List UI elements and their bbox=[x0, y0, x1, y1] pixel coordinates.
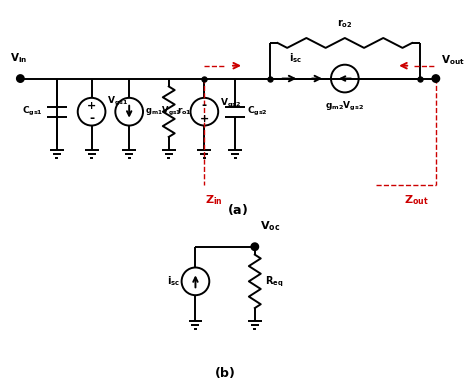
Text: -: - bbox=[89, 112, 94, 125]
Text: $\mathbf{C_{gs2}}$: $\mathbf{C_{gs2}}$ bbox=[247, 105, 268, 118]
Text: $\mathbf{r_{o1}}$: $\mathbf{r_{o1}}$ bbox=[177, 106, 191, 118]
Text: $\mathbf{V_{oc}}$: $\mathbf{V_{oc}}$ bbox=[260, 219, 280, 233]
Text: +: + bbox=[87, 101, 96, 111]
Circle shape bbox=[432, 75, 439, 82]
Text: $\mathbf{V_{gs1}}$: $\mathbf{V_{gs1}}$ bbox=[108, 95, 128, 108]
Text: $\mathbf{R_{eq}}$: $\mathbf{R_{eq}}$ bbox=[264, 274, 283, 288]
Text: $\mathbf{V_{out}}$: $\mathbf{V_{out}}$ bbox=[441, 53, 465, 67]
Text: $\mathbf{g_{m1}V_{gs1}}$: $\mathbf{g_{m1}V_{gs1}}$ bbox=[145, 105, 182, 118]
Text: $\mathbf{V_{gs2}}$: $\mathbf{V_{gs2}}$ bbox=[220, 97, 241, 110]
Text: $\mathbf{g_{m2}V_{gs2}}$: $\mathbf{g_{m2}V_{gs2}}$ bbox=[325, 100, 365, 113]
Text: $\mathbf{Z_{out}}$: $\mathbf{Z_{out}}$ bbox=[404, 193, 428, 207]
Text: $\mathbf{i_{sc}}$: $\mathbf{i_{sc}}$ bbox=[166, 275, 180, 288]
Circle shape bbox=[251, 243, 258, 250]
Text: $\mathbf{V_{in}}$: $\mathbf{V_{in}}$ bbox=[10, 51, 27, 65]
Text: $\mathbf{r_{o2}}$: $\mathbf{r_{o2}}$ bbox=[337, 17, 353, 30]
Text: $\mathbf{(b)}$: $\mathbf{(b)}$ bbox=[214, 365, 236, 380]
Text: $\mathbf{(a)}$: $\mathbf{(a)}$ bbox=[227, 201, 247, 217]
Text: +: + bbox=[200, 114, 209, 124]
Text: $\mathbf{Z_{in}}$: $\mathbf{Z_{in}}$ bbox=[205, 193, 223, 207]
Text: -: - bbox=[202, 99, 207, 112]
Circle shape bbox=[17, 75, 24, 82]
Text: $\mathbf{C_{gs1}}$: $\mathbf{C_{gs1}}$ bbox=[22, 105, 43, 118]
Text: $\mathbf{i_{sc}}$: $\mathbf{i_{sc}}$ bbox=[290, 51, 302, 65]
